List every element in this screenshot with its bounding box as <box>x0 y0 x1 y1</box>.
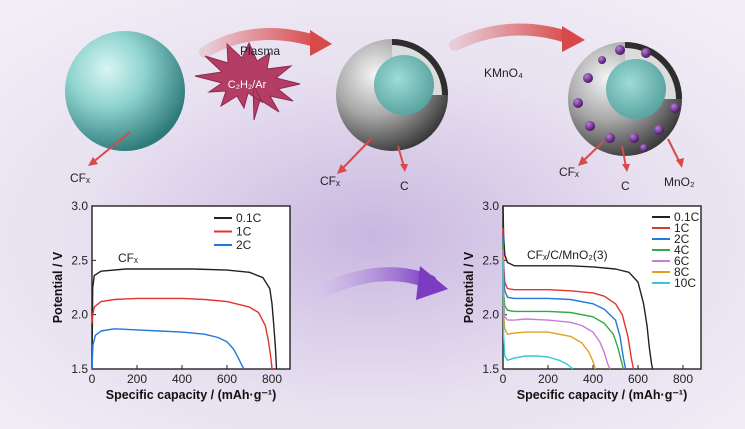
gas-label: C₂H₂/Ar <box>228 79 267 91</box>
x-tick-label: 800 <box>673 372 693 386</box>
y-axis-label: Potential / V <box>462 251 476 323</box>
chart-cfx: 0 200 400 600 800 1.5 2.0 2.5 3.0 Specific capaci… <box>51 199 291 402</box>
plot-area <box>91 205 291 370</box>
cfx-label-2: CFₓ <box>320 174 340 188</box>
chart-cfx-c-mno2: 0 200 400 600 800 1.5 2.0 2.5 3.0 Specific capaci… <box>462 199 702 402</box>
x-tick-label: 0 <box>500 372 507 386</box>
series-line-1C <box>502 227 635 370</box>
c-label-3: C <box>621 179 630 193</box>
chart-annotation: CFₓ <box>118 251 138 265</box>
mno2-particle <box>640 144 648 152</box>
cfx-pointer-1-head <box>88 157 98 166</box>
legend-label: 4C <box>674 243 690 257</box>
legend-label: 10C <box>674 276 696 290</box>
cfx-core <box>374 55 434 115</box>
y-tick-label: 2.0 <box>71 308 88 322</box>
mno2-particle <box>573 98 583 108</box>
y-tick-label: 2.5 <box>71 253 88 267</box>
mno2-pointer-head <box>676 158 684 168</box>
x-axis-label: Specific capacity / (mAh·g⁻¹) <box>106 388 277 402</box>
c-label-2: C <box>400 179 409 193</box>
chart-annotation: CFₓ/C/MnO₂(3) <box>527 248 608 262</box>
mno2-particle <box>585 121 595 131</box>
transition-arrow-head <box>416 266 448 300</box>
legend-label: 8C <box>674 265 690 279</box>
x-tick-label: 600 <box>628 372 648 386</box>
cfx-pointer-3-head <box>578 156 588 166</box>
series-line-4C <box>502 243 625 370</box>
plot-area <box>502 205 702 370</box>
series-line-8C <box>502 254 596 370</box>
series-line-2C <box>91 328 245 370</box>
cfx-label-1: CFₓ <box>70 171 90 185</box>
x-tick-label: 200 <box>538 372 558 386</box>
plasma-arrow-head <box>310 30 332 56</box>
plasma-burst <box>194 41 301 121</box>
series-line-0.1C <box>502 205 654 370</box>
x-tick-label: 0 <box>89 372 96 386</box>
mno2-label: MnO₂ <box>664 175 695 189</box>
mno2-particle <box>654 125 664 135</box>
kmno4-arrow <box>449 23 576 51</box>
mno2-particle <box>605 133 615 143</box>
legend-label: 0.1C <box>236 211 262 225</box>
cfx-sphere <box>65 31 185 151</box>
mno2-particle <box>641 48 651 58</box>
mno2-pointer <box>667 138 681 164</box>
y-tick-label: 3.0 <box>71 199 88 213</box>
mno2-particle <box>629 133 639 143</box>
c-pointer-3-head <box>622 164 630 172</box>
c-pointer-3 <box>621 145 627 168</box>
x-tick-label: 200 <box>127 372 147 386</box>
series-line-10C <box>502 260 574 370</box>
mno2-particle <box>615 45 625 55</box>
series-line-2C <box>502 236 627 370</box>
mno2-particle <box>598 56 606 64</box>
series-line-6C <box>502 249 611 370</box>
x-axis-label: Specific capacity / (mAh·g⁻¹) <box>517 388 688 402</box>
series-line-0.1C <box>91 268 278 370</box>
legend-label: 1C <box>674 221 690 235</box>
c-pointer-2 <box>397 145 405 168</box>
legend-label: 1C <box>236 225 252 239</box>
x-tick-label: 400 <box>583 372 603 386</box>
y-tick-label: 2.5 <box>482 253 499 267</box>
mno2-particles <box>573 45 680 152</box>
y-tick-label: 2.0 <box>482 308 499 322</box>
y-tick-label: 1.5 <box>482 362 499 376</box>
y-axis-label: Potential / V <box>51 251 65 323</box>
mno2-particle <box>583 73 593 83</box>
x-tick-label: 400 <box>172 372 192 386</box>
cfx-pointer-3 <box>581 140 605 163</box>
y-tick-label: 3.0 <box>482 199 499 213</box>
x-tick-label: 600 <box>217 372 237 386</box>
kmno4-label: KMnO₄ <box>484 66 523 80</box>
cfx-pointer-2-head <box>337 164 347 174</box>
series-line-1C <box>91 297 273 370</box>
legend-label: 2C <box>236 238 252 252</box>
legend-label: 0.1C <box>674 210 700 224</box>
cfx-pointer-1 <box>91 131 131 164</box>
cfx-core-2 <box>606 59 666 119</box>
y-tick-label: 1.5 <box>71 362 88 376</box>
plasma-arrow <box>199 28 324 58</box>
cfx-label-3: CFₓ <box>559 165 579 179</box>
cfx-pointer-2 <box>340 137 373 171</box>
c-pointer-2-head <box>400 164 408 172</box>
legend-label: 6C <box>674 254 690 268</box>
mno2-particle <box>670 103 680 113</box>
plasma-label: Plasma <box>240 44 280 58</box>
legend-label: 2C <box>674 232 690 246</box>
x-tick-label: 800 <box>262 372 282 386</box>
kmno4-arrow-head <box>562 26 585 52</box>
schematic: CFₓ C₂H₂/Ar Plasma CFₓ C KMnO₄ <box>65 23 695 193</box>
